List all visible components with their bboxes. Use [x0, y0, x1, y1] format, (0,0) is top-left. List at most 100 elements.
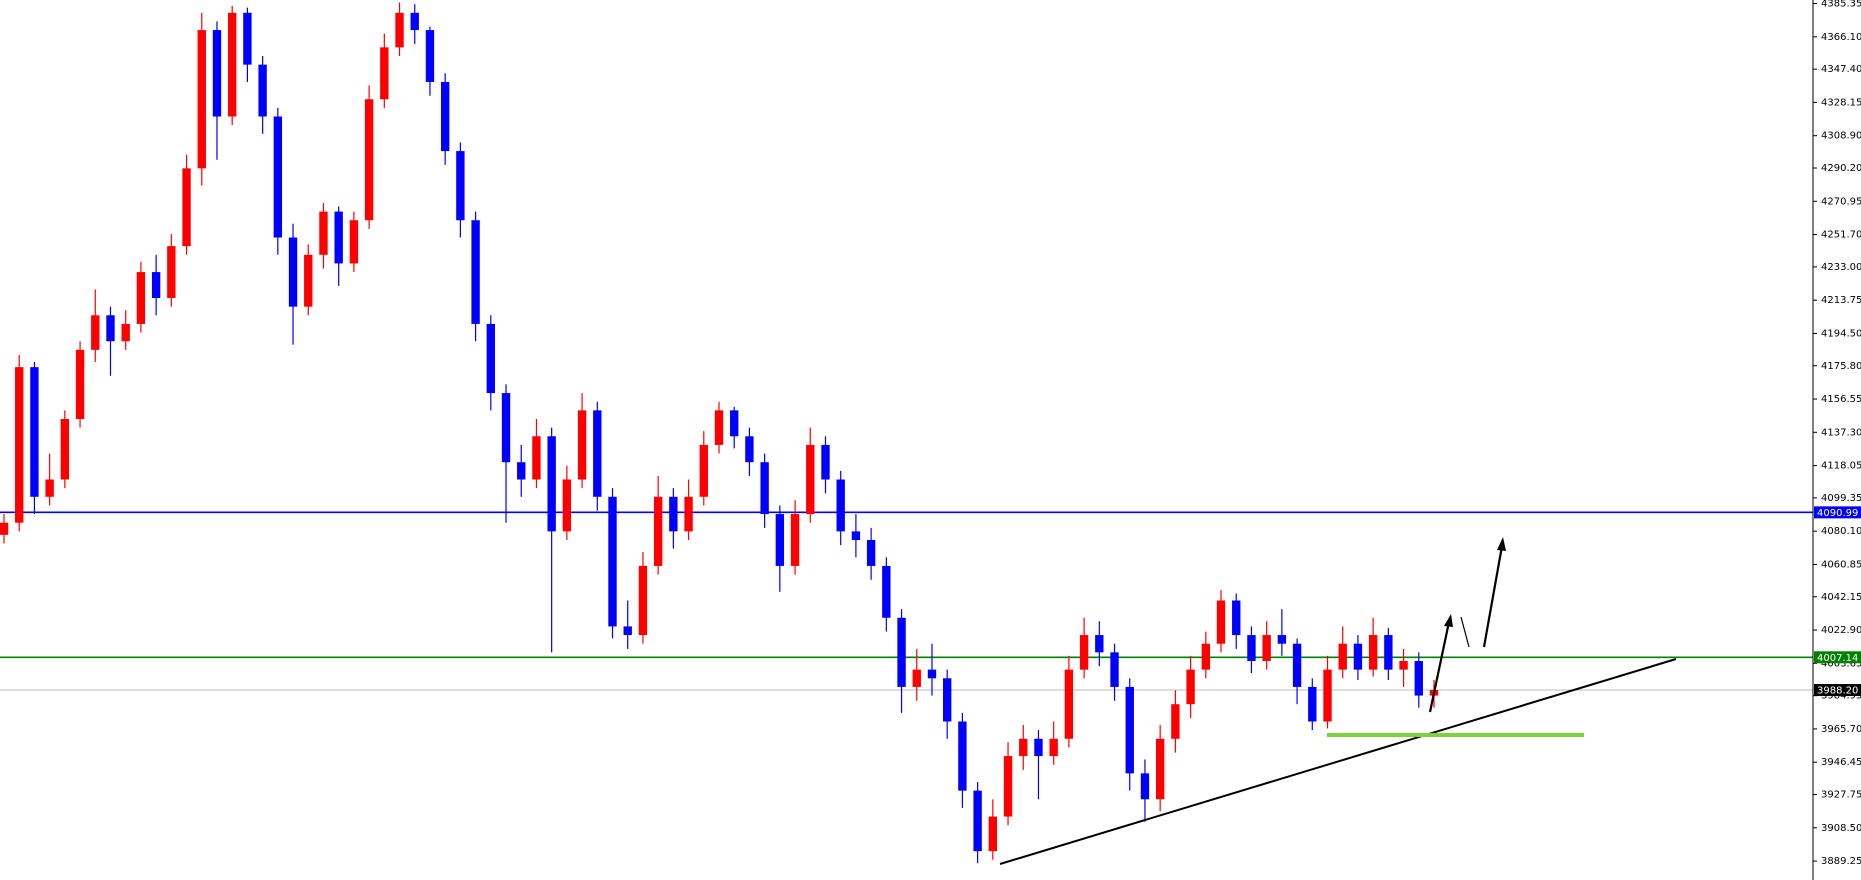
y-tick-label: 4251.70 [1821, 230, 1861, 241]
y-tick-label: 4385.35 [1821, 0, 1861, 10]
candle-body [547, 436, 556, 532]
y-tick-label: 4042.15 [1821, 592, 1861, 603]
candle-body [1034, 738, 1043, 757]
candle-body [1019, 738, 1028, 757]
candle-body [75, 349, 85, 419]
candle-body [1003, 756, 1013, 817]
candle-body [684, 496, 693, 532]
candle-body [1247, 635, 1256, 661]
candle-body [714, 410, 724, 445]
y-tick-label: 4080.10 [1821, 526, 1861, 537]
candle-body [1216, 600, 1226, 644]
candle-body [273, 116, 283, 238]
candle-body [1384, 635, 1393, 670]
candle-body [988, 816, 998, 852]
candle-body [958, 721, 967, 791]
candle-body [897, 617, 906, 687]
candle-body [410, 12, 419, 31]
candle-body [425, 30, 435, 82]
candle-body [288, 237, 298, 307]
candle-body [1323, 669, 1332, 722]
arrow-line [1482, 545, 1504, 648]
candle-body [562, 479, 572, 532]
candle-body [623, 626, 632, 636]
candle-body [1353, 643, 1363, 670]
y-tick-label: 4328.15 [1821, 97, 1861, 108]
candle-body [197, 30, 206, 169]
candle-body [1338, 643, 1347, 670]
candle-body [775, 514, 785, 566]
candle-body [1414, 660, 1423, 696]
y-tick-label: 4290.20 [1821, 163, 1861, 174]
candle-body [1171, 704, 1180, 739]
y-tick-label: 4270.95 [1821, 196, 1861, 207]
candle-body [167, 246, 176, 299]
candle-body [1399, 660, 1408, 670]
candle-body [106, 315, 115, 342]
candle-body [1110, 652, 1119, 687]
candle-body [1095, 635, 1104, 653]
candle-body [380, 47, 389, 100]
candle-body [608, 496, 617, 627]
candle-body [1140, 773, 1150, 800]
candle-body [304, 254, 313, 307]
candle-body [790, 514, 800, 566]
candle-body [1186, 669, 1195, 705]
price-axis-labels: 4385.35 4366.10 4347.40 4328.15 4308.90 4290.… [1813, 0, 1861, 867]
candle-body [334, 211, 343, 264]
candle-body [699, 444, 708, 497]
y-tick-label: 4137.30 [1821, 427, 1861, 438]
y-tick-label: 4022.90 [1821, 625, 1861, 636]
candle-body [440, 81, 450, 152]
candle-body [501, 393, 511, 463]
candle-body [653, 496, 663, 566]
candle-body [638, 565, 648, 636]
candle-body [471, 220, 480, 324]
y-tick-label: 4366.10 [1821, 32, 1861, 43]
price-level-label: 4007.14 [1817, 653, 1858, 664]
candle-body [0, 522, 9, 535]
candle-body [486, 323, 495, 394]
candle-body [1308, 686, 1317, 722]
y-tick-label: 3984.95 [1821, 691, 1861, 702]
candle-body [364, 99, 374, 221]
y-tick-label: 3965.70 [1821, 724, 1861, 735]
y-tick-label: 4003.65 [1821, 658, 1861, 669]
candle-body [1064, 669, 1074, 739]
candle-body [15, 367, 24, 523]
candle-body [212, 30, 222, 117]
y-tick-label: 4308.90 [1821, 131, 1861, 142]
y-tick-label: 4099.35 [1821, 493, 1861, 504]
candle-body [243, 12, 252, 65]
candle-body [577, 410, 587, 480]
candle-body [730, 410, 739, 437]
price-level-box [1814, 684, 1861, 697]
candle-body [1368, 635, 1378, 670]
candle-body [1232, 600, 1241, 636]
candle-body [228, 12, 237, 117]
y-tick-label: 3946.45 [1821, 757, 1861, 768]
candle-body [45, 479, 54, 497]
candle-body [319, 211, 328, 255]
candle-body [943, 678, 952, 722]
price-level-box [1814, 506, 1861, 519]
candle-body [1262, 635, 1271, 661]
arrow-line [1460, 616, 1470, 648]
y-tick-label: 4175.80 [1821, 361, 1861, 372]
candle-body [821, 444, 830, 480]
candle-body [395, 12, 404, 48]
candle-body [91, 315, 100, 350]
candle-body [60, 418, 70, 480]
candle-body [532, 436, 541, 480]
candle-body [1125, 686, 1134, 774]
candle-body [1155, 738, 1165, 800]
candle-body [866, 539, 876, 566]
candle-body [136, 272, 146, 324]
y-tick-label: 3927.75 [1821, 790, 1861, 801]
candle-body [517, 462, 526, 480]
candle-body [1079, 635, 1089, 670]
candle-body [30, 367, 39, 497]
candle-body [593, 410, 602, 497]
